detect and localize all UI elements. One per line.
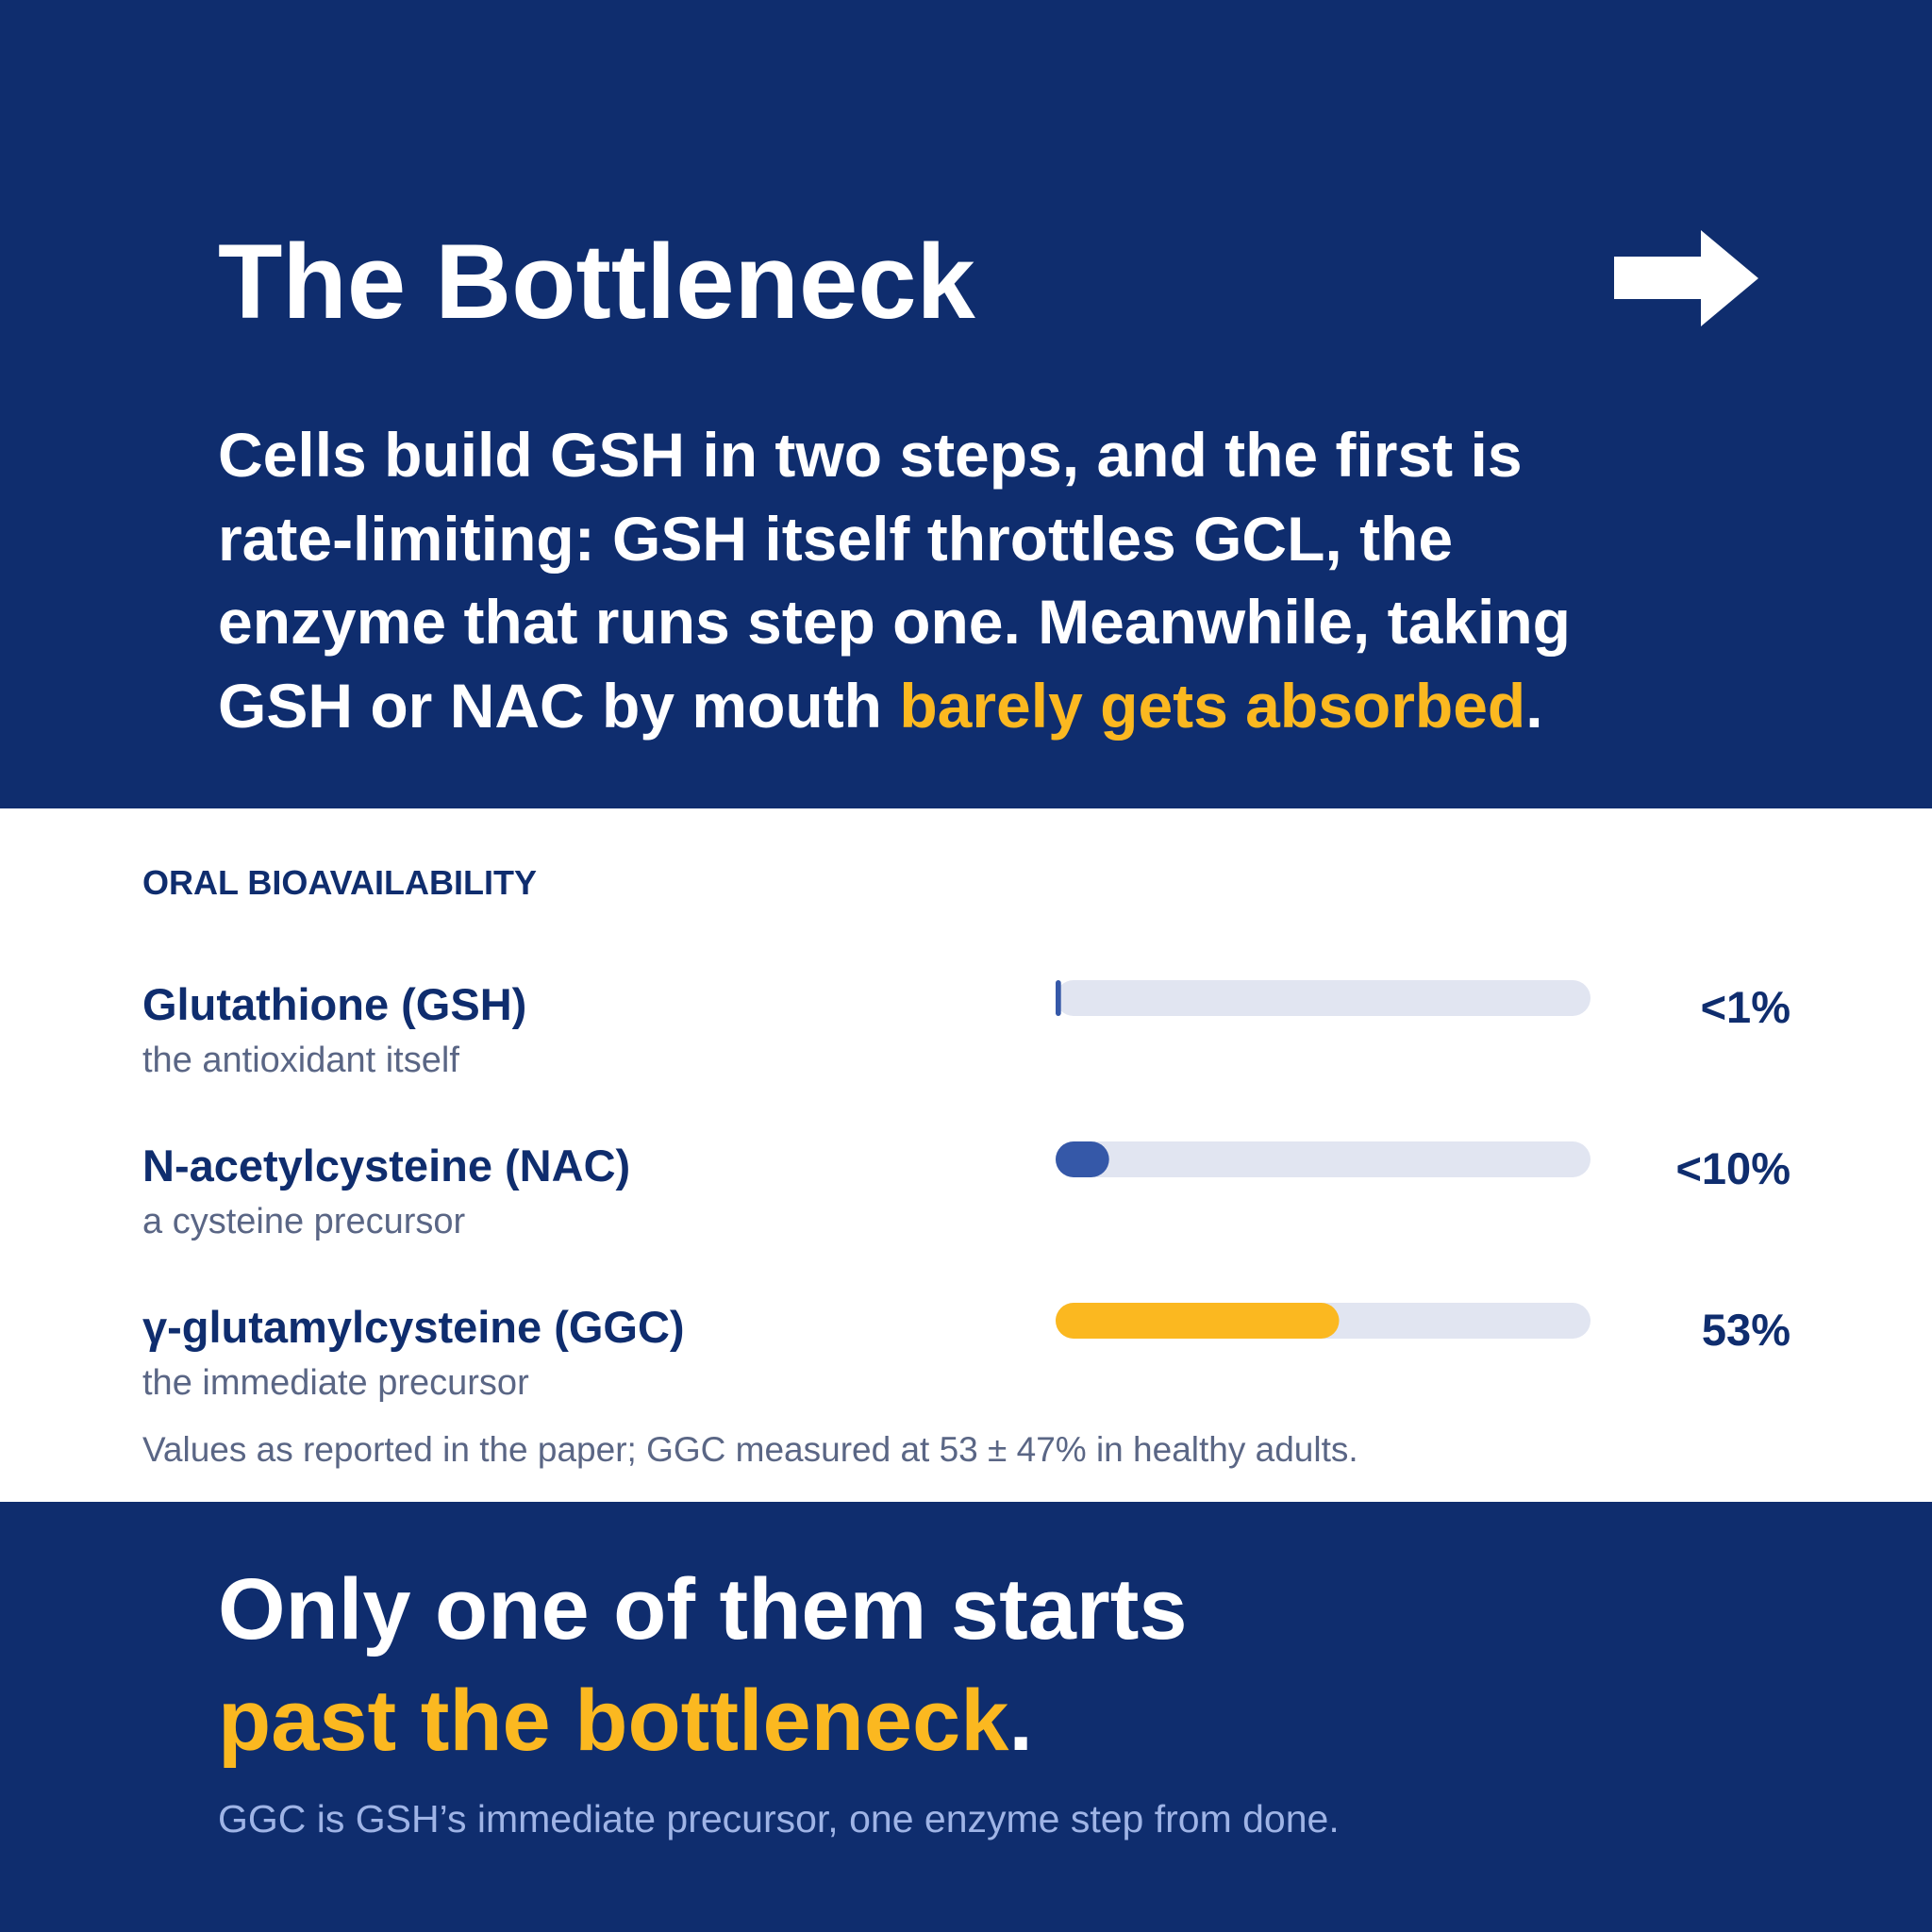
value-label: 53% <box>1702 1305 1790 1355</box>
conclusion-line: Only one of them starts <box>218 1561 1188 1657</box>
intro-line: Cells build GSH in two steps, and the fi… <box>218 420 1523 490</box>
bar-track <box>1056 980 1591 1016</box>
intro-text: GSH or NAC by mouth <box>218 671 882 741</box>
chart-note: Values as reported in the paper; GGC mea… <box>142 1430 1358 1469</box>
value-label: <1% <box>1701 982 1790 1032</box>
value-label: <10% <box>1675 1143 1790 1193</box>
arrow-icon <box>1614 230 1758 326</box>
row-description: the immediate precursor <box>142 1363 529 1403</box>
conclusion-line: past the bottleneck. <box>218 1673 1033 1769</box>
row-label: γ-glutamylcysteine (GGC) <box>142 1302 685 1352</box>
conclusion-subtitle: GGC is GSH’s immediate precursor, one en… <box>218 1797 1340 1840</box>
footer-panel <box>0 1502 1932 1932</box>
intro-line: rate-limiting: GSH itself throttles GCL,… <box>218 504 1453 574</box>
bar-track <box>1056 1141 1591 1177</box>
bar <box>1056 1303 1340 1339</box>
row-label: Glutathione (GSH) <box>142 979 526 1029</box>
bar <box>1056 980 1061 1016</box>
bar <box>1056 1141 1109 1177</box>
title: The Bottleneck <box>218 223 976 341</box>
intro-end: . <box>1525 671 1542 741</box>
chart-title: ORAL BIOAVAILABILITY <box>142 863 537 902</box>
intro-line: enzyme that runs step one. Meanwhile, ta… <box>218 587 1571 657</box>
intro-line: GSH or NAC by mouth barely gets absorbed… <box>218 671 1543 741</box>
chart-rows: Glutathione (GSH) the antioxidant itself <… <box>142 979 1790 1403</box>
header-panel <box>0 0 1932 808</box>
row-description: a cysteine precursor <box>142 1202 465 1241</box>
conclusion-highlight: past the bottleneck <box>218 1673 1009 1769</box>
row-description: the antioxidant itself <box>142 1041 459 1080</box>
conclusion-end: . <box>1008 1673 1033 1769</box>
chart-panel <box>0 808 1932 1502</box>
intro-highlight: barely gets absorbed <box>899 671 1525 741</box>
row-label: N-acetylcysteine (NAC) <box>142 1141 630 1191</box>
intro: Cells build GSH in two steps, and the fi… <box>218 420 1571 741</box>
